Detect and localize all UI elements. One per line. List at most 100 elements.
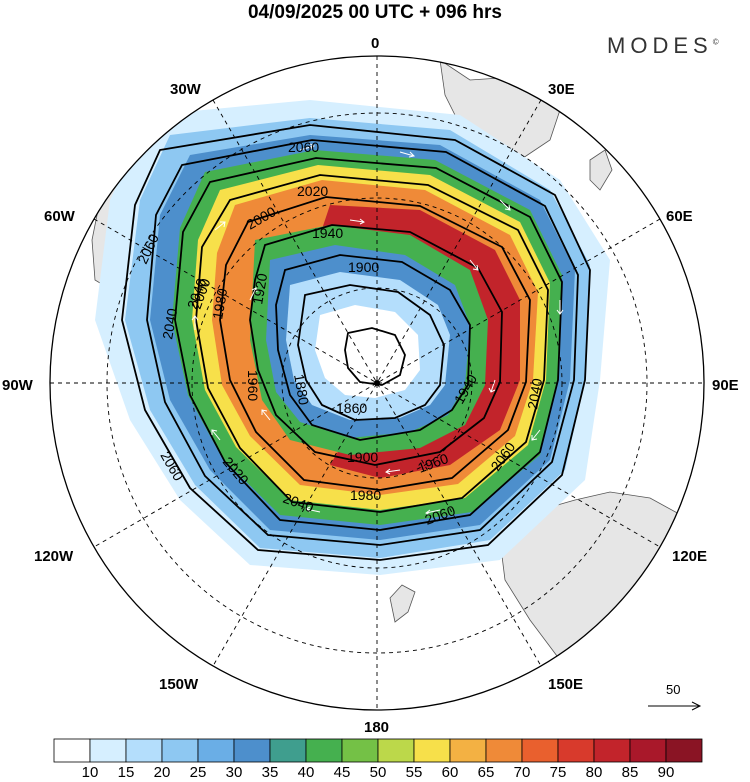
contour-label: 1980 [209, 287, 230, 321]
wind-vector [399, 151, 416, 158]
colorbar [53, 738, 703, 763]
graticule [50, 56, 704, 710]
colorbar-swatch [557, 738, 595, 763]
colorbar-swatch [53, 738, 91, 763]
wind-vector [531, 429, 541, 441]
colorbar-swatch [305, 738, 343, 763]
colorbar-swatch [413, 738, 451, 763]
wind-vector [469, 259, 479, 271]
lon-label-60e: 60E [666, 208, 693, 225]
colorbar-swatch [161, 738, 199, 763]
colorbar-tick-label: 30 [225, 764, 243, 781]
land-madagascar [589, 149, 613, 191]
contour-1880 [275, 254, 471, 441]
contour-1960 [219, 196, 531, 491]
south-pole-marker [374, 380, 380, 386]
shade-10-core [315, 305, 420, 398]
lon-label-90e: 90E [712, 377, 739, 394]
contour-label: 1900 [347, 449, 378, 465]
height-contours [121, 124, 591, 561]
colorbar-tick-label: 65 [477, 764, 495, 781]
contour-2020 [174, 157, 563, 531]
lon-label-120w: 120W [34, 548, 74, 565]
lon-label-30w: 30W [170, 81, 202, 98]
colorbar-tick-label: 70 [513, 764, 531, 781]
contour-label: 2020 [297, 183, 328, 199]
wind-shading [95, 100, 610, 575]
brand-logo: MODES© [607, 33, 719, 59]
land-new-zealand [389, 584, 416, 623]
colorbar-tick-label: 15 [117, 764, 135, 781]
wind-vector [261, 409, 271, 421]
contour-label: 1960 [245, 370, 261, 401]
wind-vector [385, 468, 401, 475]
wind-vector [211, 429, 221, 441]
lon-label-60w: 60W [44, 208, 76, 225]
lon-label-30e: 30E [548, 81, 575, 98]
colorbar-swatch [665, 738, 703, 763]
colorbar-tick-label: 55 [405, 764, 423, 781]
colorbar-tick-label: 50 [369, 764, 387, 781]
colorbar-swatch [341, 738, 379, 763]
lon-label-120e: 120E [672, 548, 707, 565]
colorbar-tick-label: 80 [585, 764, 603, 781]
contour-label: 1900 [348, 259, 379, 275]
contour-label: 2060 [288, 139, 319, 155]
colorbar-swatch [593, 738, 631, 763]
colorbar-swatch [89, 738, 127, 763]
colorbar-swatch [449, 738, 487, 763]
colorbar-swatch [485, 738, 523, 763]
contour-2060 [121, 124, 591, 561]
lon-label-150e: 150E [548, 676, 583, 693]
contour-1860 [297, 284, 445, 421]
map-title: 04/09/2025 00 UTC + 096 hrs [247, 2, 503, 23]
reference-vector-label: 50 [666, 682, 681, 697]
contour-label: 1880 [291, 373, 312, 407]
lon-label-180: 180 [364, 719, 389, 736]
colorbar-tick-label: 45 [333, 764, 351, 781]
brand-text: MODES [607, 33, 713, 58]
wind-vector [299, 143, 315, 151]
colorbar-tick-label: 60 [441, 764, 459, 781]
contour-1920 [249, 224, 503, 466]
wind-vector [249, 287, 258, 301]
wind-vector [425, 509, 441, 516]
colorbar-tick-label: 85 [621, 764, 639, 781]
lon-label-0: 0 [371, 35, 379, 52]
brand-mark: © [712, 37, 719, 47]
colorbar-swatch [269, 738, 307, 763]
colorbar-swatch [125, 738, 163, 763]
wind-vectors [191, 143, 564, 516]
colorbar-tick-label: 20 [153, 764, 171, 781]
colorbar-swatch [233, 738, 271, 763]
colorbar-tick-label: 90 [657, 764, 675, 781]
wind-vector [214, 221, 226, 231]
lon-label-90w: 90W [2, 377, 34, 394]
colorbar-tick-label: 75 [549, 764, 567, 781]
colorbar-tick-label: 35 [261, 764, 279, 781]
colorbar-ticks: 10 15 20 25 30 35 40 45 50 55 60 65 70 75 80 85 90 [0, 764, 750, 782]
contour-2040 [146, 139, 579, 546]
wind-vector [499, 199, 511, 211]
colorbar-tick-label: 40 [297, 764, 315, 781]
wind-vector [305, 506, 321, 513]
colorbar-tick-label: 10 [81, 764, 99, 781]
wind-vector [191, 315, 199, 330]
colorbar-swatch [197, 738, 235, 763]
contour-label: 1860 [336, 400, 367, 416]
map-boundary [49, 55, 705, 711]
colorbar-tick-label: 25 [189, 764, 207, 781]
contour-1840 [344, 327, 406, 386]
contour-label: 1940 [312, 225, 343, 241]
contour-label: 2040 [524, 377, 545, 411]
wind-vector [349, 218, 365, 225]
colorbar-swatch [521, 738, 559, 763]
contour-label: 2040 [159, 307, 180, 341]
contour-label: 1980 [350, 487, 381, 503]
colorbar-swatch [377, 738, 415, 763]
wind-vector [556, 300, 564, 315]
colorbar-swatch [629, 738, 667, 763]
contour-label: 1920 [249, 272, 270, 306]
longitude-labels: 0 180 90W 90E 30W 60W 30E 60E 120W 150W … [2, 35, 739, 736]
wind-vector [488, 379, 496, 393]
